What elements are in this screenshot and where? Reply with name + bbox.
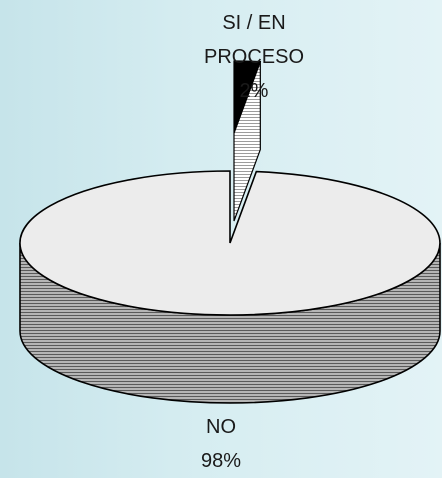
pie-slice-si-en-proceso [233, 60, 262, 134]
slice-label-si-line-2: PROCESO [203, 46, 305, 68]
slice-percent-si-en-proceso: 2% [239, 80, 269, 102]
slice-label-si-en-proceso: SI / EN PROCESO 2% [194, 6, 314, 108]
pie-slice-no [19, 170, 441, 316]
slice-label-si-line-1: SI / EN [222, 12, 286, 34]
slice-label-no-line-1: NO [206, 416, 236, 438]
slice-percent-no: 98% [200, 450, 242, 472]
slice-label-no: NO 98% [176, 410, 266, 478]
